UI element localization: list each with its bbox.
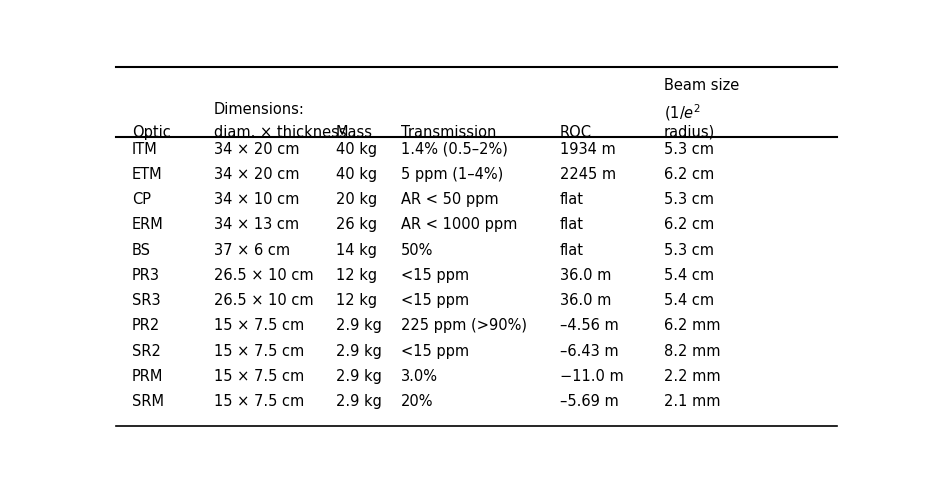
Text: 34 × 10 cm: 34 × 10 cm — [214, 192, 299, 206]
Text: Mass: Mass — [336, 124, 373, 139]
Text: AR < 1000 ppm: AR < 1000 ppm — [401, 217, 517, 232]
Text: −11.0 m: −11.0 m — [560, 368, 623, 383]
Text: 5.3 cm: 5.3 cm — [664, 141, 714, 156]
Text: 5.3 cm: 5.3 cm — [664, 242, 714, 257]
Text: 1.4% (0.5–2%): 1.4% (0.5–2%) — [401, 141, 508, 156]
Text: PR3: PR3 — [132, 267, 160, 282]
Text: 1934 m: 1934 m — [560, 141, 616, 156]
Text: 5.3 cm: 5.3 cm — [664, 192, 714, 206]
Text: 3.0%: 3.0% — [401, 368, 438, 383]
Text: 12 kg: 12 kg — [336, 267, 378, 282]
Text: <15 ppm: <15 ppm — [401, 292, 469, 307]
Text: 225 ppm (>90%): 225 ppm (>90%) — [401, 318, 527, 333]
Text: 8.2 mm: 8.2 mm — [664, 343, 721, 358]
Text: 50%: 50% — [401, 242, 433, 257]
Text: 2.1 mm: 2.1 mm — [664, 393, 721, 408]
Text: 2245 m: 2245 m — [560, 166, 616, 182]
Text: 37 × 6 cm: 37 × 6 cm — [214, 242, 289, 257]
Text: 34 × 13 cm: 34 × 13 cm — [214, 217, 299, 232]
Text: 5.4 cm: 5.4 cm — [664, 267, 714, 282]
Text: Optic: Optic — [132, 124, 171, 139]
Text: 36.0 m: 36.0 m — [560, 267, 611, 282]
Text: Dimensions:: Dimensions: — [214, 102, 304, 117]
Text: ETM: ETM — [132, 166, 163, 182]
Text: diam. × thickness: diam. × thickness — [214, 124, 346, 139]
Text: 14 kg: 14 kg — [336, 242, 377, 257]
Text: flat: flat — [560, 217, 583, 232]
Text: –4.56 m: –4.56 m — [560, 318, 618, 333]
Text: 20%: 20% — [401, 393, 433, 408]
Text: 40 kg: 40 kg — [336, 141, 378, 156]
Text: 40 kg: 40 kg — [336, 166, 378, 182]
Text: 34 × 20 cm: 34 × 20 cm — [214, 141, 299, 156]
Text: 5 ppm (1–4%): 5 ppm (1–4%) — [401, 166, 503, 182]
Text: 15 × 7.5 cm: 15 × 7.5 cm — [214, 318, 304, 333]
Text: Transmission: Transmission — [401, 124, 497, 139]
Text: 20 kg: 20 kg — [336, 192, 378, 206]
Text: 12 kg: 12 kg — [336, 292, 378, 307]
Text: ERM: ERM — [132, 217, 164, 232]
Text: 2.2 mm: 2.2 mm — [664, 368, 721, 383]
Text: SR3: SR3 — [132, 292, 161, 307]
Text: 6.2 cm: 6.2 cm — [664, 217, 714, 232]
Text: 36.0 m: 36.0 m — [560, 292, 611, 307]
Text: 2.9 kg: 2.9 kg — [336, 393, 382, 408]
Text: 34 × 20 cm: 34 × 20 cm — [214, 166, 299, 182]
Text: 2.9 kg: 2.9 kg — [336, 318, 382, 333]
Text: 5.4 cm: 5.4 cm — [664, 292, 714, 307]
Text: flat: flat — [560, 242, 583, 257]
Text: Beam size: Beam size — [664, 78, 739, 92]
Text: 26.5 × 10 cm: 26.5 × 10 cm — [214, 267, 313, 282]
Text: ROC: ROC — [560, 124, 591, 139]
Text: ITM: ITM — [132, 141, 158, 156]
Text: –5.69 m: –5.69 m — [560, 393, 618, 408]
Text: PR2: PR2 — [132, 318, 160, 333]
Text: –6.43 m: –6.43 m — [560, 343, 618, 358]
Text: 6.2 mm: 6.2 mm — [664, 318, 721, 333]
Text: flat: flat — [560, 192, 583, 206]
Text: AR < 50 ppm: AR < 50 ppm — [401, 192, 498, 206]
Text: 26 kg: 26 kg — [336, 217, 378, 232]
Text: <15 ppm: <15 ppm — [401, 267, 469, 282]
Text: 15 × 7.5 cm: 15 × 7.5 cm — [214, 368, 304, 383]
Text: <15 ppm: <15 ppm — [401, 343, 469, 358]
Text: radius): radius) — [664, 124, 715, 139]
Text: SR2: SR2 — [132, 343, 161, 358]
Text: 6.2 cm: 6.2 cm — [664, 166, 714, 182]
Text: 2.9 kg: 2.9 kg — [336, 368, 382, 383]
Text: 2.9 kg: 2.9 kg — [336, 343, 382, 358]
Text: SRM: SRM — [132, 393, 164, 408]
Text: 15 × 7.5 cm: 15 × 7.5 cm — [214, 393, 304, 408]
Text: 15 × 7.5 cm: 15 × 7.5 cm — [214, 343, 304, 358]
Text: $(1/e^{2}$: $(1/e^{2}$ — [664, 102, 701, 122]
Text: BS: BS — [132, 242, 151, 257]
Text: CP: CP — [132, 192, 151, 206]
Text: PRM: PRM — [132, 368, 164, 383]
Text: 26.5 × 10 cm: 26.5 × 10 cm — [214, 292, 313, 307]
